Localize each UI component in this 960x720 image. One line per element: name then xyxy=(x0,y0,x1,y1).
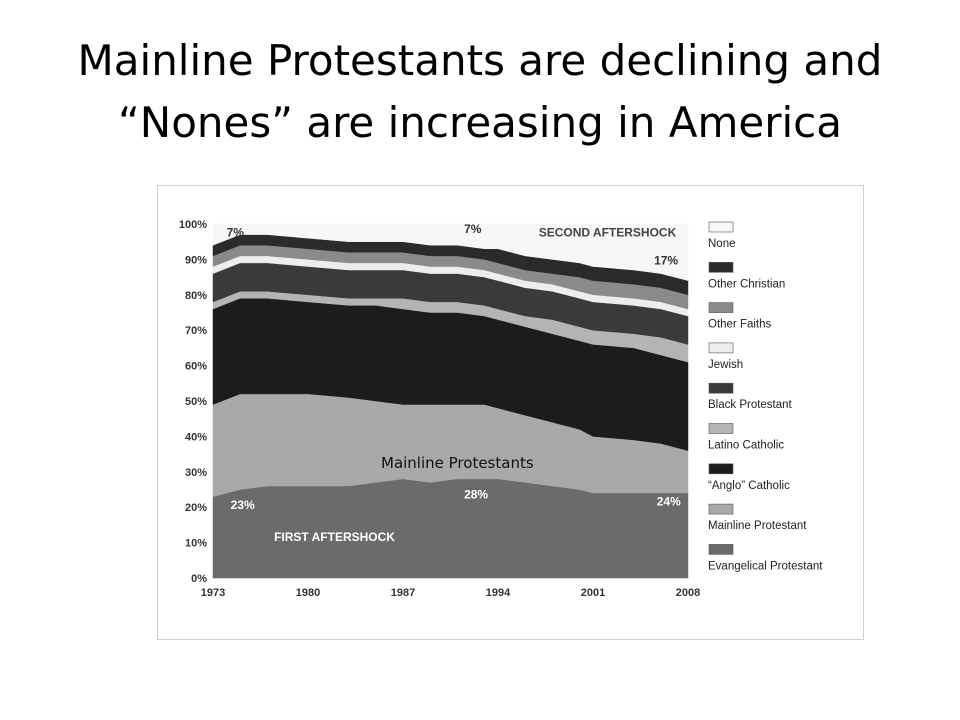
legend-swatch-other-faiths xyxy=(708,302,734,313)
x-tick-label: 2001 xyxy=(581,587,605,599)
y-tick-label: 90% xyxy=(185,254,207,266)
annotation-24: 24% xyxy=(657,494,681,508)
legend-label-black-protestant: Black Protestant xyxy=(708,399,793,411)
area-evangelical-protestant xyxy=(212,478,689,579)
legend-label-none: None xyxy=(708,238,736,250)
legend-swatch-black-protestant xyxy=(708,382,734,394)
legend-swatch-none xyxy=(708,221,734,233)
y-tick-label: 20% xyxy=(185,502,207,514)
y-tick-label: 80% xyxy=(185,290,207,302)
x-tick-label: 2008 xyxy=(676,587,700,599)
chart-legend: None Other Christian Other Faiths Jewish Bla… xyxy=(708,221,823,572)
legend-swatch-mainline-protestant xyxy=(708,503,734,515)
annotation-first-aftershock: FIRST AFTERSHOCK xyxy=(274,530,395,544)
stacked-area-chart: 0%10%20%30%40%50%60%70%80%90%100% 1973 19… xyxy=(179,219,823,599)
legend-label-anglo-catholic: “Anglo” Catholic xyxy=(708,480,790,492)
x-axis-ticks: 1973 1980 1987 1994 2001 2008 xyxy=(201,587,700,599)
area-none xyxy=(212,223,689,281)
slide-title: Mainline Protestants are declining and “… xyxy=(0,30,960,154)
legend-label-latino-catholic: Latino Catholic xyxy=(708,440,784,452)
chart-areas xyxy=(212,223,689,579)
x-tick-label: 1987 xyxy=(391,587,415,599)
chart-annotations: 7% 7% SECOND AFTERSHOCK 17% 23% 28% 24% FIRST A… xyxy=(227,222,682,544)
annotation-second-aftershock: SECOND AFTERSHOCK xyxy=(539,225,677,239)
legend-label-mainline-protestant: Mainline Protestant xyxy=(708,520,807,532)
annotation-7: 7% xyxy=(227,225,245,239)
title-line-1: Mainline Protestants are declining and xyxy=(77,36,883,85)
legend-swatch-anglo-catholic xyxy=(708,463,734,475)
x-tick-label: 1994 xyxy=(486,587,511,599)
legend-swatch-evangelical-protestant xyxy=(708,544,734,555)
y-tick-label: 10% xyxy=(185,538,207,550)
legend-swatch-other-christian xyxy=(708,262,734,273)
x-tick-label: 1980 xyxy=(296,587,320,599)
y-tick-label: 30% xyxy=(185,467,207,479)
y-tick-label: 0% xyxy=(191,573,207,585)
annotation-7: 7% xyxy=(464,222,482,236)
legend-swatch-jewish xyxy=(708,342,734,354)
annotation-17: 17% xyxy=(654,254,678,268)
title-line-2: “Nones” are increasing in America xyxy=(118,98,842,147)
x-tick-label: 1973 xyxy=(201,587,225,599)
annotation-23: 23% xyxy=(231,498,255,512)
legend-label-other-faiths: Other Faiths xyxy=(708,319,772,331)
legend-label-other-christian: Other Christian xyxy=(708,278,785,290)
legend-label-evangelical-protestant: Evangelical Protestant xyxy=(708,560,823,572)
y-tick-label: 40% xyxy=(185,431,207,443)
y-tick-label: 50% xyxy=(185,396,207,408)
legend-label-jewish: Jewish xyxy=(708,359,743,371)
y-tick-label: 60% xyxy=(185,361,207,373)
y-axis-ticks: 0% 10% 20% 30% 40% 50% 60% 70% 80% 90% 100% xyxy=(179,219,207,585)
y-tick-label: 70% xyxy=(185,325,207,337)
overlay-label: Mainline Protestants xyxy=(381,454,534,472)
y-tick-label: 100% xyxy=(179,219,207,231)
annotation-28: 28% xyxy=(464,487,488,501)
legend-swatch-latino-catholic xyxy=(708,423,734,434)
